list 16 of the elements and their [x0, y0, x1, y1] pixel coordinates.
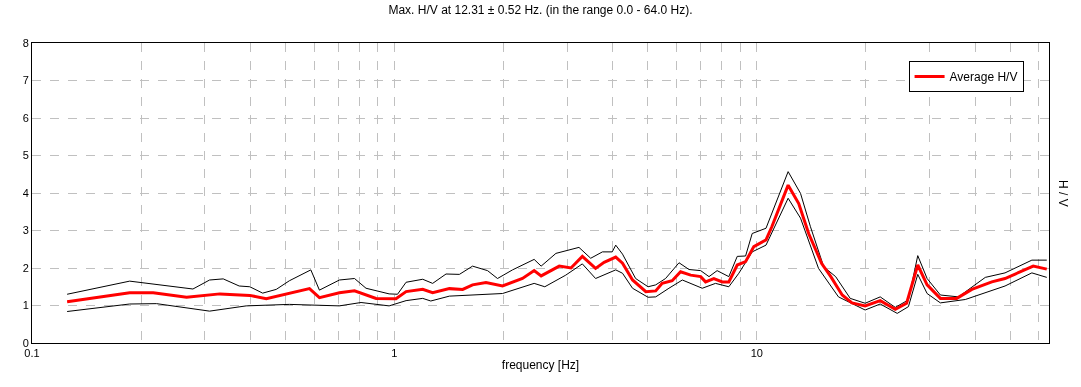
x-axis-title: frequency [Hz]: [501, 358, 580, 373]
y-tick-label: 5: [22, 149, 29, 162]
x-tick-label: 1: [391, 347, 398, 360]
legend-label: Average H/V: [949, 70, 1018, 85]
y-tick-label: 2: [22, 261, 29, 274]
y-tick-label: 0: [22, 336, 29, 349]
chart-title: Max. H/V at 12.31 ± 0.52 Hz. (in the range 0.0 - 64.0 Hz).: [388, 3, 693, 18]
y-tick-label: 8: [22, 36, 29, 49]
y-tick-label: 3: [22, 224, 29, 237]
x-tick-label: 0.1: [24, 347, 40, 360]
y-tick-label: 7: [22, 74, 29, 87]
x-tick-label: 10: [750, 347, 763, 360]
y-axis-title: H / V: [1056, 180, 1070, 207]
y-tick-label: 6: [22, 111, 29, 124]
y-tick-label: 1: [22, 299, 29, 312]
y-tick-label: 4: [22, 186, 29, 199]
